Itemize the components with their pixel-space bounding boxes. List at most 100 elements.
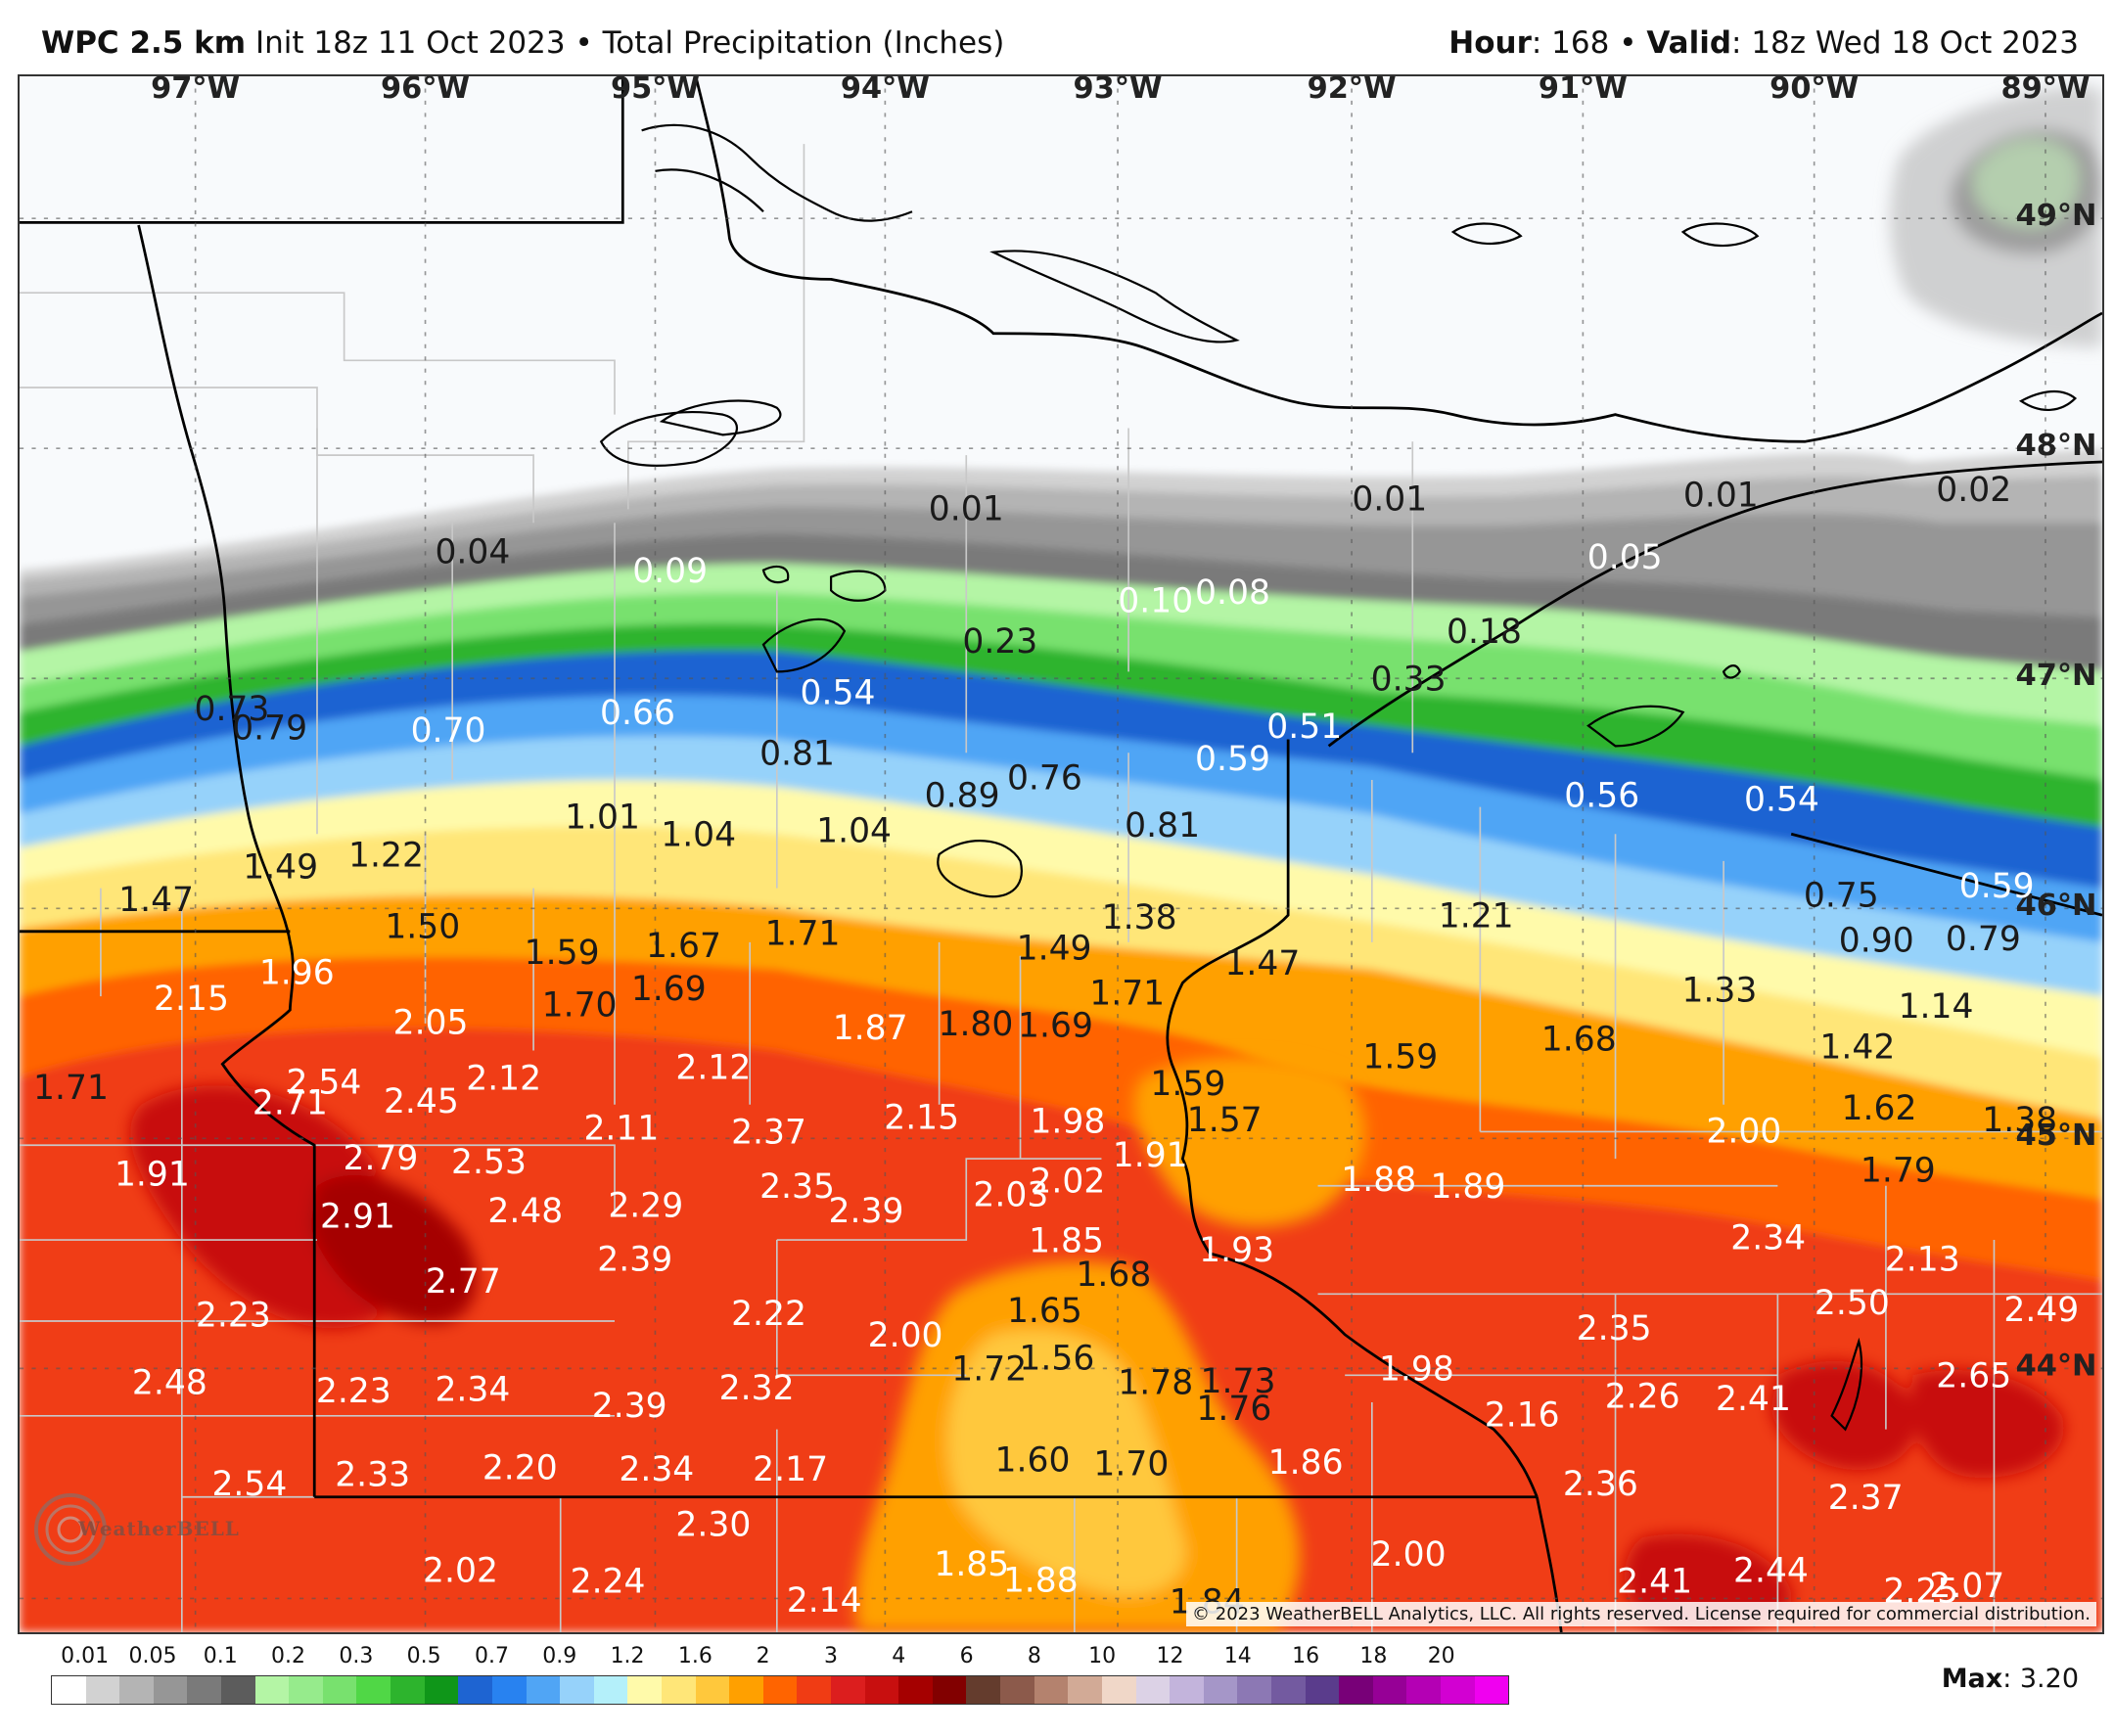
precip-value-label: 2.77 (426, 1262, 501, 1302)
precip-value-label: 1.72 (951, 1350, 1027, 1390)
precip-value-label: 1.49 (1017, 930, 1092, 969)
legend-swatch (1339, 1676, 1373, 1704)
legend-swatch (695, 1676, 730, 1704)
product-text: Total Precipitation (Inches) (602, 25, 1005, 61)
precip-value-label: 2.50 (1815, 1284, 1890, 1323)
map-header: WPC 2.5 km Init 18z 11 Oct 2023 • Total … (0, 0, 2114, 74)
legend-swatch (966, 1676, 1001, 1704)
precip-value-label: 1.69 (631, 970, 707, 1009)
logo-swirl-icon (34, 1493, 107, 1566)
precip-value-label: 1.50 (385, 908, 460, 947)
legend-swatch (1440, 1676, 1475, 1704)
longitude-label: 91°W (1539, 76, 1628, 106)
legend-swatch (1170, 1676, 1204, 1704)
precip-value-label: 2.39 (597, 1241, 672, 1280)
precip-value-label: 1.88 (1341, 1161, 1416, 1200)
legend-swatch (119, 1676, 154, 1704)
precip-value-label: 2.00 (868, 1316, 943, 1355)
precip-value-label: 1.98 (1030, 1103, 1105, 1142)
latitude-label: 48°N (2016, 429, 2097, 463)
legend-tick-label: 6 (959, 1644, 974, 1668)
init-text: Init 18z 11 Oct 2023 (254, 25, 566, 61)
legend-swatch (322, 1676, 357, 1704)
precip-value-label: 2.02 (1030, 1162, 1105, 1201)
precip-value-label: 1.88 (1003, 1561, 1079, 1600)
precip-value-label: 2.48 (487, 1192, 563, 1231)
precip-value-label: 1.71 (1089, 974, 1165, 1013)
precip-value-label: 1.93 (1199, 1231, 1274, 1270)
precip-value-label: 0.02 (1936, 471, 2011, 510)
legend-swatch (1203, 1676, 1238, 1704)
precip-value-label: 2.02 (423, 1552, 498, 1591)
legend-swatch (153, 1676, 188, 1704)
legend-swatch (864, 1676, 899, 1704)
precip-legend: 0.01 0.05 0.1 0.2 0.3 0.5 0.7 0.9 1.2 1.6 2 3 4 6 8 10 1… (51, 1644, 1509, 1713)
model-label: WPC 2.5 km (41, 25, 247, 61)
precipitation-map[interactable]: 97°W 96°W 95°W 94°W 93°W 92°W 91°W 90°W 89°W 49°… (18, 74, 2104, 1634)
legend-swatch (1305, 1676, 1340, 1704)
precip-value-label: 2.12 (466, 1059, 541, 1098)
precip-value-label: 0.54 (801, 673, 876, 712)
precip-value-label: 2.26 (1605, 1377, 1680, 1416)
precip-value-label: 2.79 (343, 1139, 418, 1178)
precip-value-label: 2.15 (154, 980, 229, 1019)
legend-tick-label: 0.01 (61, 1644, 110, 1668)
precip-value-label: 0.51 (1266, 708, 1342, 747)
legend-swatch (898, 1676, 933, 1704)
precip-value-label: 1.59 (525, 934, 600, 973)
precip-value-label: 2.17 (753, 1450, 828, 1489)
precip-value-label: 2.71 (253, 1083, 328, 1122)
legend-swatch (560, 1676, 594, 1704)
state-borders (20, 76, 2102, 1632)
max-value: Max: 3.20 (1942, 1664, 2079, 1694)
precip-value-label: 2.05 (393, 1004, 469, 1043)
precip-value-label: 1.04 (661, 816, 736, 855)
legend-swatch (52, 1676, 86, 1704)
precip-value-label: 2.35 (1577, 1309, 1652, 1348)
precip-value-label: 1.22 (348, 836, 424, 875)
precip-value-label: 1.70 (542, 986, 618, 1026)
precip-value-label: 1.69 (1018, 1006, 1093, 1045)
precip-value-label: 2.54 (286, 1064, 361, 1103)
precip-value-label: 1.21 (1439, 896, 1514, 936)
precip-value-label: 0.10 (1118, 581, 1193, 620)
precip-value-label: 2.34 (1730, 1219, 1806, 1258)
legend-swatch (356, 1676, 391, 1704)
precip-value-label: 2.00 (1706, 1112, 1781, 1151)
precip-value-label: 1.01 (565, 799, 640, 838)
valid-separator: • (1619, 25, 1637, 61)
longitude-label: 97°W (151, 76, 240, 106)
precip-value-label: 1.59 (1150, 1065, 1225, 1104)
longitude-label: 95°W (611, 76, 700, 106)
copyright-notice: © 2023 WeatherBELL Analytics, LLC. All r… (1186, 1602, 2096, 1626)
precip-value-label: 1.57 (1187, 1101, 1263, 1140)
precip-value-label: 2.41 (1716, 1380, 1791, 1419)
legend-swatch (254, 1676, 290, 1704)
legend-swatch (1034, 1676, 1069, 1704)
precip-value-label: 0.23 (962, 622, 1037, 662)
legend-swatch (627, 1676, 662, 1704)
precip-value-label: 0.75 (1804, 877, 1879, 916)
precip-value-label: 2.12 (675, 1048, 751, 1087)
legend-swatch (391, 1676, 425, 1704)
precip-bands (20, 448, 2102, 1632)
latitude-label: 47°N (2016, 659, 2097, 693)
precip-value-label: 1.38 (1102, 898, 1177, 937)
legend-swatch (1237, 1676, 1271, 1704)
precip-value-label: 2.16 (1485, 1396, 1560, 1436)
legend-swatch (1474, 1676, 1509, 1704)
precip-value-label: 1.78 (1118, 1363, 1193, 1402)
precip-value-label: 2.36 (1563, 1465, 1638, 1504)
precip-value-label: 2.49 (2003, 1291, 2079, 1330)
longitude-label: 94°W (841, 76, 930, 106)
legend-tick-label: 20 (1427, 1644, 1455, 1668)
precip-value-label: 0.70 (411, 711, 486, 751)
precip-value-label: 1.33 (1681, 972, 1757, 1011)
precip-value-label: 0.01 (929, 489, 1004, 528)
legend-tick-label: 3 (823, 1644, 838, 1668)
precip-value-label: 0.05 (1587, 538, 1663, 577)
legend-tick-label: 18 (1359, 1644, 1388, 1668)
precip-value-label: 2.33 (335, 1455, 410, 1494)
precip-value-label: 2.00 (1371, 1535, 1447, 1575)
precip-value-label: 1.38 (1982, 1101, 2057, 1140)
